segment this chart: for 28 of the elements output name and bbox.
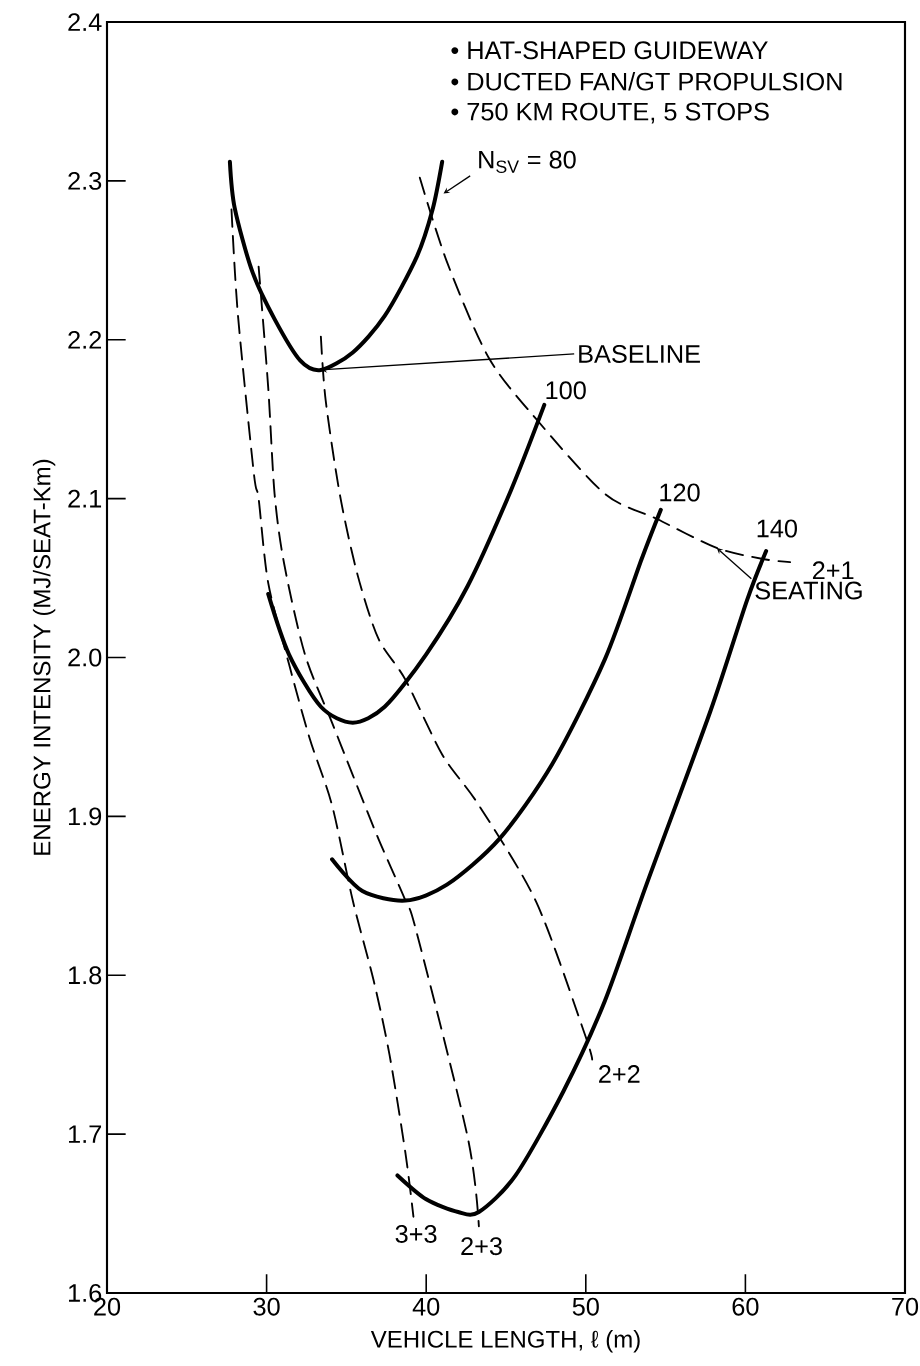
y-tick-label: 1.7 <box>69 1125 102 1143</box>
y-tick-label: 2.4 <box>68 13 102 31</box>
annotation: • HAT-SHAPED GUIDEWAY <box>451 41 768 60</box>
x-axis-title: VEHICLE LENGTH, ℓ (m) <box>370 1330 640 1353</box>
y-tick-label: 2.3 <box>68 171 102 190</box>
series-label: 2+3 <box>461 1237 502 1256</box>
series-label: 2+2 <box>599 1065 640 1083</box>
annotation: • 750 KM ROUTE, 5 STOPS <box>451 102 769 124</box>
series-label: 100 <box>546 381 586 400</box>
annotation: BASELINE <box>579 344 700 363</box>
y-axis-title: ENERGY INTENSITY (MJ/SEAT-Km) <box>32 459 56 855</box>
y-tick-label: 1.8 <box>69 966 102 985</box>
y-tick-label: 1.9 <box>69 807 102 826</box>
x-tick-label: 70 <box>892 1297 919 1316</box>
y-tick-label: 2.1 <box>68 489 102 508</box>
series-label: 3+3 <box>395 1225 437 1243</box>
series-label: 2+1 <box>812 561 854 580</box>
series-label: 140 <box>757 519 797 538</box>
y-tick-label: 2.2 <box>68 330 102 349</box>
x-tick-label: 40 <box>412 1297 440 1316</box>
series-label: N$_{SV}$ = 80 <box>479 150 576 173</box>
annotation: SEATING <box>755 581 862 600</box>
y-tick-label: 2.0 <box>68 648 102 667</box>
x-tick-label: 50 <box>572 1297 599 1316</box>
x-tick-label: 60 <box>732 1297 759 1316</box>
annotation: • DUCTED FAN/GT PROPULSION <box>451 71 842 91</box>
x-tick-label: 30 <box>253 1297 280 1316</box>
series-label: 120 <box>660 483 700 502</box>
